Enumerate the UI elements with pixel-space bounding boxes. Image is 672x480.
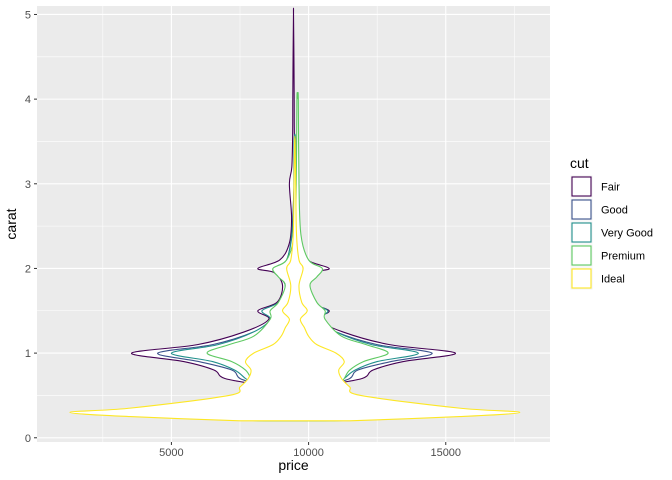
violin-ideal (69, 135, 521, 422)
x-tick-label: 5000 (159, 447, 183, 459)
legend-key-premium (571, 245, 592, 266)
x-tick-label: 10000 (293, 447, 324, 459)
legend-label-fair: Fair (601, 182, 620, 194)
y-axis-title: carat (3, 208, 19, 239)
legend-label-very-good: Very Good (601, 228, 653, 240)
legend-key-ideal (571, 268, 592, 289)
legend-title: cut (570, 155, 589, 171)
x-axis-title: price (278, 457, 309, 473)
x-tick-label: 15000 (430, 447, 461, 459)
y-tick-label: 4 (25, 94, 31, 106)
y-tick-label: 0 (25, 433, 31, 445)
legend: cut Fair Good Very Good Premium Ideal (570, 155, 653, 290)
y-tick-label: 2 (25, 263, 31, 275)
legend-key-very-good (571, 222, 592, 243)
legend-label-good: Good (601, 205, 628, 217)
legend-label-premium: Premium (601, 251, 645, 263)
y-tick-label: 5 (25, 9, 31, 21)
legend-label-ideal: Ideal (601, 274, 625, 286)
axes: 5000 10000 15000 0 1 2 3 4 5 (25, 9, 461, 459)
y-tick-label: 1 (25, 348, 31, 360)
legend-key-good (571, 199, 592, 220)
y-tick-label: 3 (25, 179, 31, 191)
legend-key-fair (571, 176, 592, 197)
legend-items: Fair Good Very Good Premium Ideal (570, 175, 653, 290)
violin-series (69, 7, 521, 422)
